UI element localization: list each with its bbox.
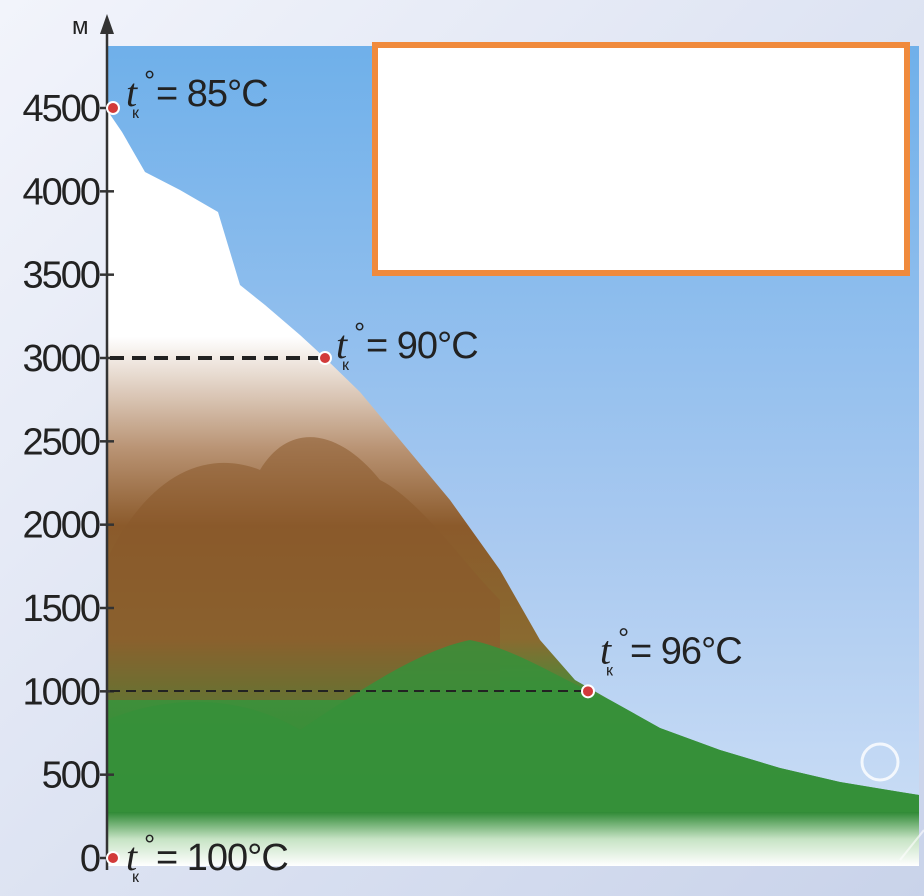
tick-label-0: 0 <box>80 838 100 880</box>
tick-label-3500: 3500 <box>22 255 99 297</box>
ann-96-symbol: t <box>600 627 612 672</box>
ann-85-subscript: к <box>132 105 140 122</box>
ann-96-value: = 96°С <box>630 630 742 672</box>
ann-85-degree: ° <box>144 65 155 96</box>
tick-label-2000: 2000 <box>22 505 99 547</box>
ann-85-marker <box>106 101 120 115</box>
y-axis-ticks: 0 500 1000 1500 2000 2500 3000 3500 4000 4500 <box>22 88 114 880</box>
tick-label-500: 500 <box>42 755 100 797</box>
ann-100-marker <box>106 851 120 865</box>
green-foothills <box>107 640 919 820</box>
ann-90-degree: ° <box>354 317 365 348</box>
axis-unit: м <box>72 13 89 40</box>
ann-100-subscript: к <box>132 869 140 886</box>
y-axis-arrow <box>100 14 114 34</box>
highlight-box <box>372 42 910 276</box>
globe-icon <box>860 742 900 782</box>
tick-label-4000: 4000 <box>22 171 99 213</box>
ground-strip <box>107 812 919 866</box>
ann-100-symbol: t <box>126 834 138 879</box>
ann-96-marker <box>581 684 595 699</box>
ann-90-value: = 90°С <box>366 325 478 367</box>
hill-shading <box>107 437 500 700</box>
tick-label-2500: 2500 <box>22 421 99 463</box>
ann-85-symbol: t <box>126 70 138 115</box>
tick-label-4500: 4500 <box>22 88 99 130</box>
ann-90-subscript: к <box>342 357 350 374</box>
ann-90-symbol: t <box>336 322 348 367</box>
ann-96-subscript: к <box>606 662 614 679</box>
tick-label-1500: 1500 <box>22 588 99 630</box>
tick-label-3000: 3000 <box>22 338 99 380</box>
ann-100-degree: ° <box>144 829 155 860</box>
corner-decoration <box>899 829 924 861</box>
ann-85-value: = 85°С <box>156 73 268 115</box>
boiling-point-annotations: tк° = 85°Сtк° = 90°Сtк° = 96°Сtк° = 100°… <box>106 65 743 886</box>
ann-100-value: = 100°С <box>156 837 288 879</box>
ann-90-marker <box>318 351 332 365</box>
ann-96-degree: ° <box>618 622 629 653</box>
tick-label-1000: 1000 <box>22 671 99 713</box>
